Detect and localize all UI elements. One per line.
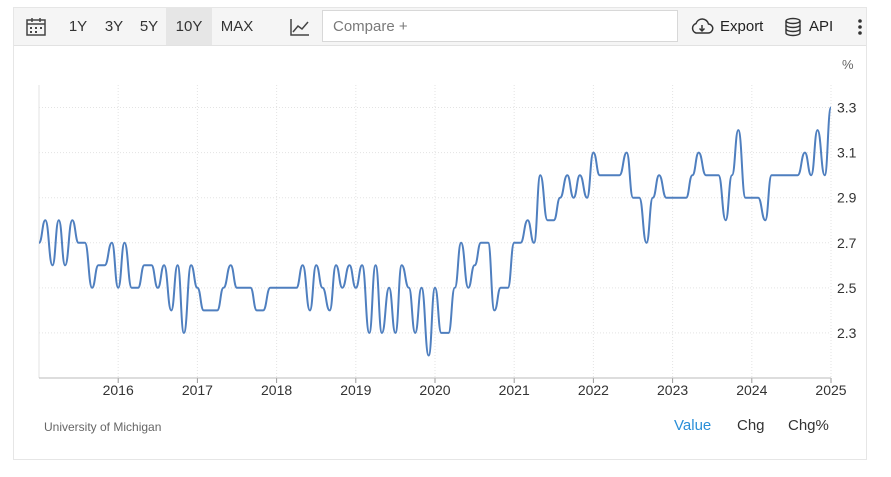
range-5y-button[interactable]: 5Y bbox=[139, 18, 159, 35]
y-tick-label: 2.7 bbox=[837, 235, 857, 251]
compare-input[interactable] bbox=[322, 10, 678, 42]
y-tick-label: 3.3 bbox=[837, 100, 857, 116]
x-tick-label: 2022 bbox=[578, 382, 609, 398]
range-max-button[interactable]: MAX bbox=[220, 18, 254, 35]
chart-panel bbox=[13, 7, 867, 460]
y-tick-label: 2.5 bbox=[837, 280, 857, 296]
x-tick-label: 2019 bbox=[340, 382, 371, 398]
line-chart-icon[interactable] bbox=[289, 17, 311, 37]
cloud-download-icon bbox=[691, 17, 714, 34]
api-label: API bbox=[809, 18, 834, 35]
x-tick-label: 2024 bbox=[736, 382, 767, 398]
tab-chg[interactable]: Chg bbox=[737, 417, 765, 434]
export-button[interactable]: Export bbox=[690, 8, 763, 45]
range-3y-button[interactable]: 3Y bbox=[104, 18, 124, 35]
kebab-menu-icon[interactable] bbox=[850, 17, 870, 37]
x-tick-label: 2016 bbox=[103, 382, 134, 398]
calendar-icon[interactable] bbox=[25, 17, 47, 37]
grid-lines bbox=[39, 85, 832, 378]
y-tick-label: 2.9 bbox=[837, 190, 857, 206]
x-tick-label: 2023 bbox=[657, 382, 688, 398]
tab-value[interactable]: Value bbox=[674, 417, 712, 434]
range-10y-button[interactable]: 10Y bbox=[166, 8, 212, 45]
range-1y-button[interactable]: 1Y bbox=[68, 18, 88, 35]
source-label: University of Michigan bbox=[44, 420, 162, 434]
database-icon bbox=[785, 17, 801, 36]
export-label: Export bbox=[720, 18, 764, 35]
series-line bbox=[38, 106, 832, 357]
tab-chg-percent[interactable]: Chg% bbox=[788, 417, 829, 434]
y-tick-label: 3.1 bbox=[837, 145, 857, 161]
tick-labels: 2.3 2.5 2.7 2.9 3.1 3.3 2016 2017 2018 2019 2020 20… bbox=[103, 100, 857, 398]
toolbar: 1Y 3Y 5Y 10Y MAX Export API bbox=[14, 8, 866, 46]
series-layer bbox=[38, 106, 832, 357]
x-tick-label: 2018 bbox=[261, 382, 292, 398]
x-tick-label: 2017 bbox=[182, 382, 213, 398]
x-tick-label: 2021 bbox=[499, 382, 530, 398]
y-tick-label: 2.3 bbox=[837, 325, 857, 341]
x-tick-label: 2025 bbox=[815, 382, 846, 398]
unit-label: % bbox=[842, 57, 854, 72]
axes bbox=[38, 85, 832, 383]
x-tick-label: 2020 bbox=[419, 382, 450, 398]
api-button[interactable]: API bbox=[783, 8, 833, 45]
